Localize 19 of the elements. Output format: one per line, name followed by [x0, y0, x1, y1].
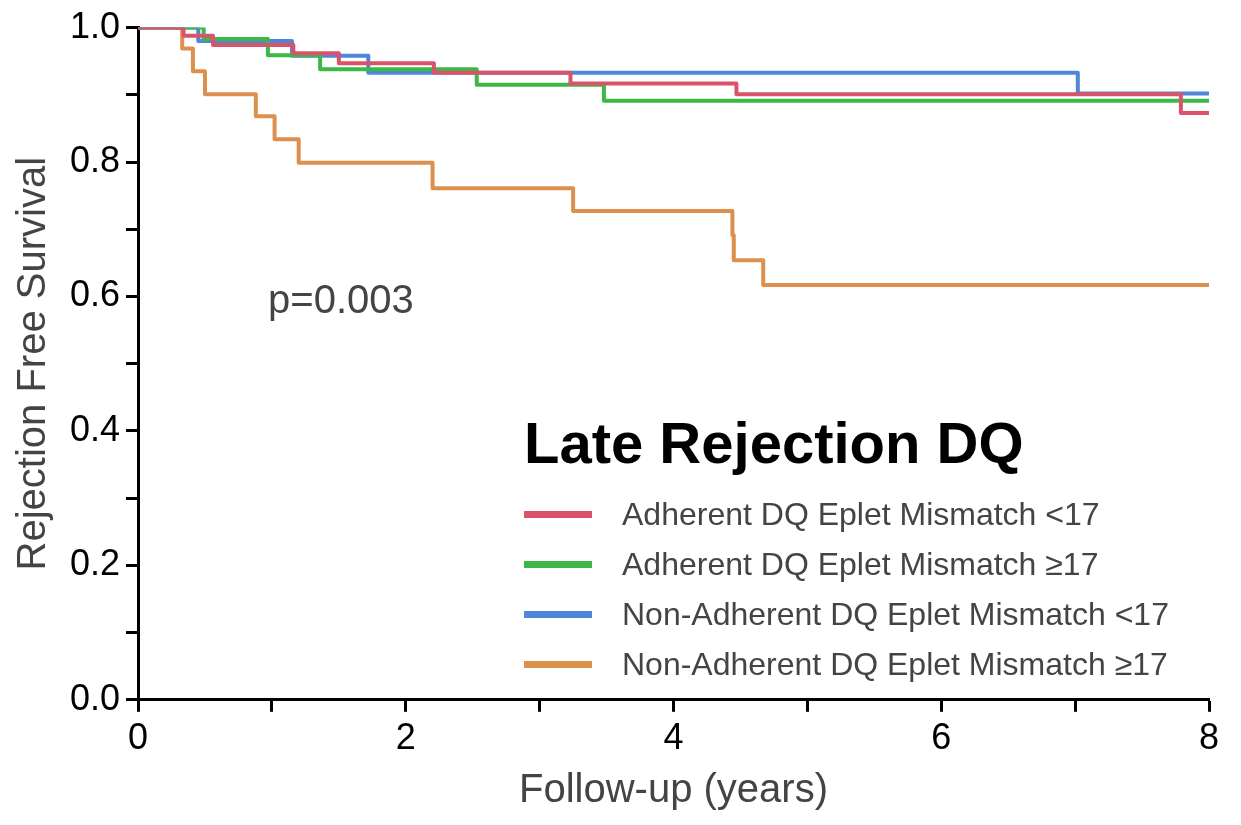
- x-axis-title: Follow-up (years): [519, 766, 829, 811]
- x-tick-label: 6: [931, 716, 952, 758]
- y-tick-label: 0.8: [70, 138, 121, 180]
- y-axis-title: Rejection Free Survival: [9, 156, 54, 571]
- x-tick-label: 4: [663, 716, 684, 758]
- y-tick-label: 0.0: [70, 676, 121, 718]
- annotation: p=0.003: [268, 276, 414, 321]
- legend-title: Late Rejection DQ: [524, 408, 1025, 476]
- legend-label: Non-Adherent DQ Eplet Mismatch ≥17: [622, 646, 1168, 684]
- x-tick-label: 8: [1198, 716, 1220, 758]
- legend-label: Non-Adherent DQ Eplet Mismatch <17: [622, 596, 1169, 634]
- legend-label: Adherent DQ Eplet Mismatch ≥17: [622, 546, 1099, 584]
- y-tick-label: 0.2: [70, 542, 121, 584]
- y-tick-label: 1.0: [70, 4, 121, 46]
- x-tick-label: 2: [395, 716, 416, 758]
- y-tick-label: 0.6: [70, 273, 121, 315]
- x-tick-label: 0: [128, 716, 149, 758]
- y-tick-label: 0.4: [70, 407, 121, 449]
- legend-label: Adherent DQ Eplet Mismatch <17: [622, 496, 1100, 534]
